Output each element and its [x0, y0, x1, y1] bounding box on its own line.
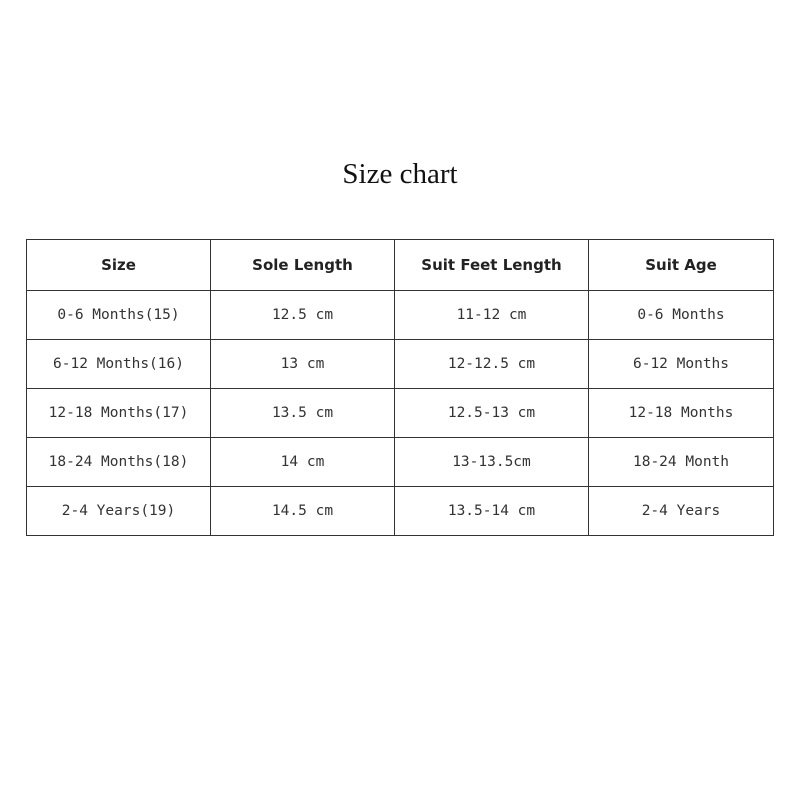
- table-header-row: Size Sole Length Suit Feet Length Suit A…: [26, 239, 774, 291]
- size-chart-table: Size Sole Length Suit Feet Length Suit A…: [26, 239, 774, 536]
- cell-size: 18-24 Months(18): [26, 437, 211, 487]
- header-size: Size: [26, 239, 211, 291]
- cell-sole-length: 14 cm: [210, 437, 395, 487]
- page-title: Size chart: [342, 158, 458, 190]
- header-suit-feet-length: Suit Feet Length: [394, 239, 589, 291]
- cell-suit-feet-length: 13-13.5cm: [394, 437, 589, 487]
- header-sole-length: Sole Length: [210, 239, 395, 291]
- cell-sole-length: 14.5 cm: [210, 486, 395, 536]
- cell-sole-length: 13.5 cm: [210, 388, 395, 438]
- cell-suit-age: 18-24 Month: [588, 437, 774, 487]
- table-row: 2-4 Years(19) 14.5 cm 13.5-14 cm 2-4 Years: [26, 486, 774, 536]
- cell-suit-age: 0-6 Months: [588, 290, 774, 340]
- cell-suit-age: 6-12 Months: [588, 339, 774, 389]
- cell-suit-feet-length: 12.5-13 cm: [394, 388, 589, 438]
- cell-sole-length: 13 cm: [210, 339, 395, 389]
- cell-size: 0-6 Months(15): [26, 290, 211, 340]
- cell-size: 2-4 Years(19): [26, 486, 211, 536]
- cell-suit-feet-length: 11-12 cm: [394, 290, 589, 340]
- cell-sole-length: 12.5 cm: [210, 290, 395, 340]
- cell-suit-feet-length: 13.5-14 cm: [394, 486, 589, 536]
- cell-suit-feet-length: 12-12.5 cm: [394, 339, 589, 389]
- header-suit-age: Suit Age: [588, 239, 774, 291]
- cell-suit-age: 2-4 Years: [588, 486, 774, 536]
- table-row: 0-6 Months(15) 12.5 cm 11-12 cm 0-6 Months: [26, 290, 774, 340]
- table-row: 6-12 Months(16) 13 cm 12-12.5 cm 6-12 Month…: [26, 339, 774, 389]
- table-row: 12-18 Months(17) 13.5 cm 12.5-13 cm 12-18 M…: [26, 388, 774, 438]
- cell-size: 6-12 Months(16): [26, 339, 211, 389]
- table-row: 18-24 Months(18) 14 cm 13-13.5cm 18-24 Mont…: [26, 437, 774, 487]
- cell-suit-age: 12-18 Months: [588, 388, 774, 438]
- cell-size: 12-18 Months(17): [26, 388, 211, 438]
